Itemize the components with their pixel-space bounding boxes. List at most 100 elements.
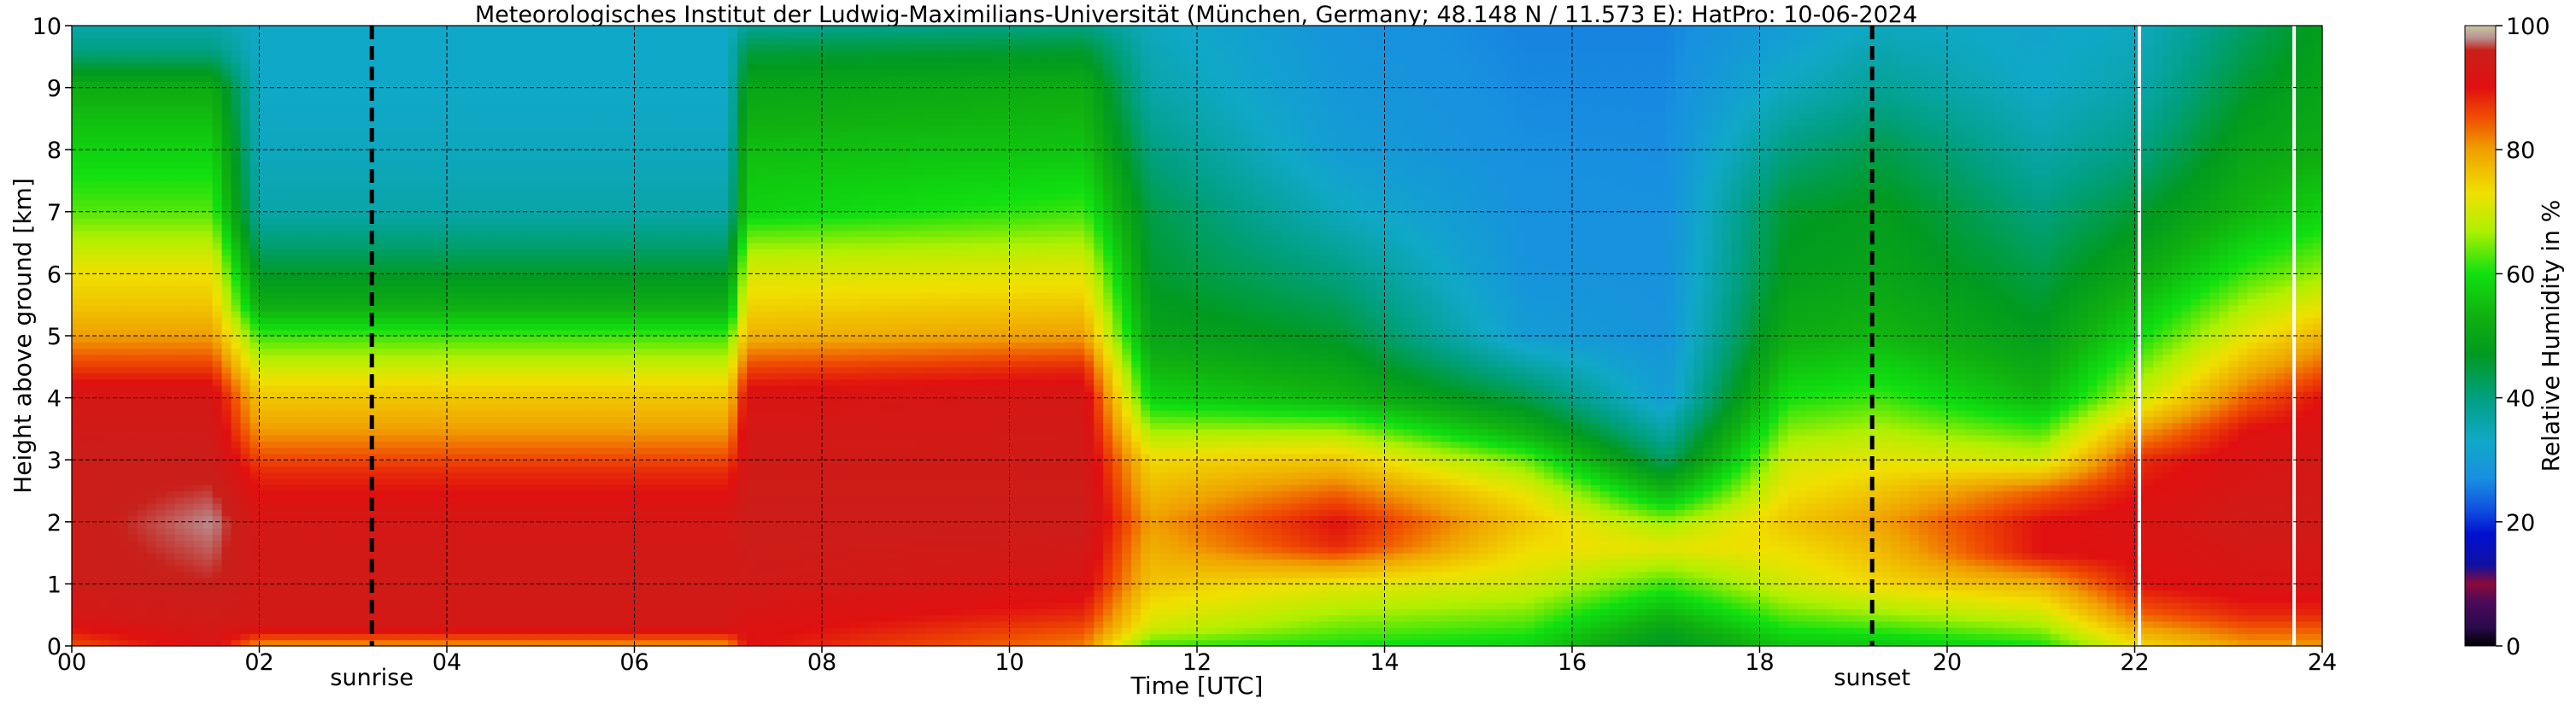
heatmap-cell	[278, 336, 288, 343]
heatmap-cell	[437, 429, 448, 436]
heatmap-cell	[166, 522, 176, 529]
heatmap-cell	[466, 361, 476, 367]
heatmap-cell	[100, 255, 110, 262]
heatmap-cell	[91, 367, 101, 373]
heatmap-cell	[419, 69, 429, 76]
heatmap-cell	[419, 534, 429, 541]
heatmap-cell	[72, 391, 82, 398]
heatmap-cell	[306, 448, 316, 455]
heatmap-cell	[232, 497, 242, 504]
heatmap-cell	[400, 162, 410, 169]
heatmap-cell	[306, 193, 316, 200]
heatmap-cell	[185, 311, 195, 318]
heatmap-cell	[166, 534, 176, 541]
heatmap-cell	[325, 38, 335, 45]
heatmap-cell	[531, 100, 542, 107]
heatmap-cell	[185, 323, 195, 330]
heatmap-cell	[91, 478, 101, 485]
heatmap-cell	[494, 261, 504, 268]
heatmap-cell	[522, 286, 532, 293]
heatmap-cell	[503, 100, 513, 107]
heatmap-cell	[334, 255, 344, 262]
heatmap-cell	[203, 547, 214, 554]
heatmap-cell	[475, 454, 485, 461]
heatmap-cell	[128, 144, 138, 150]
heatmap-cell	[419, 317, 429, 324]
heatmap-cell	[268, 168, 279, 175]
heatmap-cell	[260, 578, 270, 584]
heatmap-cell	[409, 44, 420, 51]
heatmap-cell	[147, 441, 157, 448]
heatmap-cell	[484, 361, 495, 367]
heatmap-cell	[400, 224, 410, 231]
heatmap-cell	[72, 199, 82, 206]
heatmap-cell	[522, 63, 532, 70]
heatmap-cell	[203, 404, 214, 411]
heatmap-cell	[156, 305, 167, 312]
heatmap-cell	[91, 155, 101, 162]
heatmap-cell	[390, 100, 401, 107]
heatmap-cell	[175, 404, 185, 411]
heatmap-cell	[156, 100, 167, 107]
heatmap-cell	[260, 472, 270, 479]
heatmap-cell	[325, 484, 335, 491]
heatmap-cell	[484, 355, 495, 361]
heatmap-cell	[400, 373, 410, 380]
heatmap-cell	[222, 491, 232, 498]
heatmap-cell	[222, 174, 232, 181]
heatmap-cell	[503, 75, 513, 82]
heatmap-cell	[522, 633, 532, 640]
heatmap-cell	[390, 361, 401, 367]
heatmap-cell	[419, 367, 429, 373]
heatmap-cell	[447, 243, 457, 249]
heatmap-cell	[222, 206, 232, 213]
heatmap-cell	[315, 602, 326, 609]
heatmap-cell	[306, 113, 316, 120]
heatmap-cell	[325, 404, 335, 411]
heatmap-cell	[381, 75, 391, 82]
heatmap-cell	[213, 155, 223, 162]
heatmap-cell	[494, 503, 504, 510]
heatmap-cell	[72, 305, 82, 312]
heatmap-cell	[419, 106, 429, 113]
heatmap-cell	[466, 491, 476, 498]
heatmap-cell	[241, 429, 251, 436]
heatmap-cell	[400, 559, 410, 566]
heatmap-cell	[428, 503, 438, 510]
heatmap-cell	[419, 224, 429, 231]
heatmap-cell	[119, 261, 129, 268]
heatmap-cell	[466, 273, 476, 280]
heatmap-cell	[503, 32, 513, 38]
heatmap-cell	[437, 342, 448, 349]
heatmap-cell	[513, 305, 523, 312]
heatmap-cell	[494, 547, 504, 554]
heatmap-cell	[447, 323, 457, 330]
heatmap-cell	[494, 336, 504, 343]
heatmap-cell	[232, 249, 242, 255]
heatmap-cell	[456, 404, 466, 411]
heatmap-cell	[513, 155, 523, 162]
heatmap-cell	[268, 311, 279, 318]
heatmap-cell	[203, 633, 214, 640]
heatmap-cell	[475, 602, 485, 609]
heatmap-cell	[166, 633, 176, 640]
heatmap-cell	[334, 423, 344, 430]
heatmap-cell	[437, 144, 448, 150]
heatmap-cell	[278, 280, 288, 287]
heatmap-cell	[128, 373, 138, 380]
heatmap-cell	[306, 454, 316, 461]
heatmap-cell	[278, 32, 288, 38]
heatmap-cell	[250, 416, 261, 423]
heatmap-cell	[203, 478, 214, 485]
heatmap-cell	[390, 398, 401, 405]
heatmap-cell	[400, 584, 410, 590]
heatmap-cell	[128, 199, 138, 206]
heatmap-cell	[409, 125, 420, 132]
heatmap-cell	[278, 596, 288, 603]
heatmap-cell	[306, 162, 316, 169]
heatmap-cell	[194, 168, 204, 175]
heatmap-cell	[353, 566, 363, 572]
heatmap-cell	[138, 50, 148, 57]
heatmap-cell	[409, 249, 420, 255]
heatmap-cell	[268, 100, 279, 107]
